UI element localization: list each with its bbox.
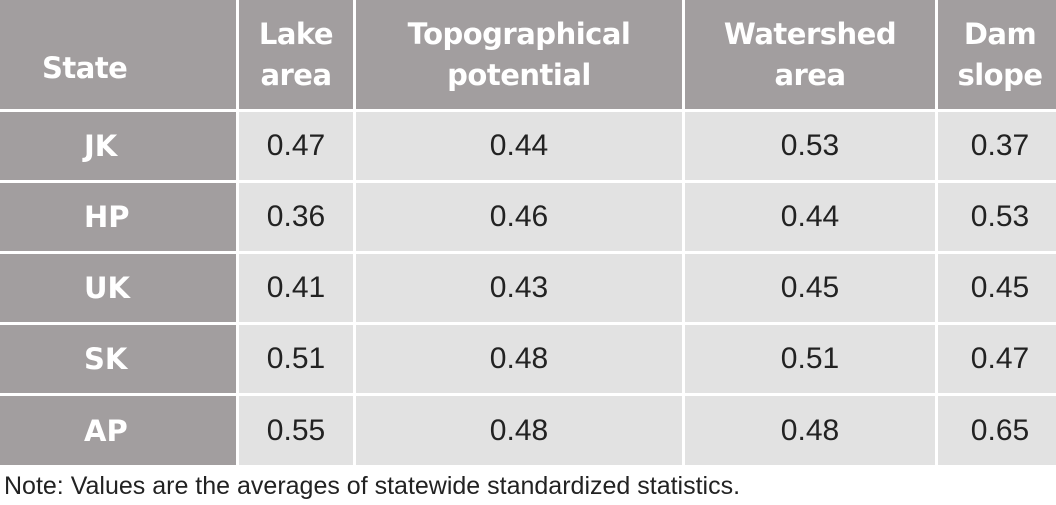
header-line: area <box>260 57 332 92</box>
table-cell: 0.46 <box>356 183 682 251</box>
table-cell: 0.47 <box>938 325 1056 393</box>
header-line: Lake <box>258 16 334 51</box>
table-cell: 0.36 <box>239 183 353 251</box>
table-cell: 0.44 <box>356 112 682 180</box>
table-cell: 0.45 <box>685 254 935 322</box>
table-cell: 0.51 <box>685 325 935 393</box>
header-line: Topographical <box>407 16 631 51</box>
header-line: slope <box>957 57 1043 92</box>
table-cell: 0.48 <box>356 325 682 393</box>
header-lake-area: Lake area <box>239 0 353 109</box>
table-cell: 0.65 <box>938 396 1056 465</box>
table-cell: 0.53 <box>938 183 1056 251</box>
row-header-jk: JK <box>0 112 236 180</box>
table-cell: 0.47 <box>239 112 353 180</box>
table-cell: 0.51 <box>239 325 353 393</box>
table-note: Note: Values are the averages of statewi… <box>4 472 741 500</box>
row-header-ap: AP <box>0 396 236 465</box>
table-cell: 0.45 <box>938 254 1056 322</box>
row-header-sk: SK <box>0 325 236 393</box>
header-line: Dam <box>963 16 1037 51</box>
table-cell: 0.48 <box>356 396 682 465</box>
table-cell: 0.48 <box>685 396 935 465</box>
table-cell: 0.37 <box>938 112 1056 180</box>
header-dam-slope: Dam slope <box>938 0 1056 109</box>
header-line: Watershed <box>723 16 897 51</box>
header-watershed-area: Watershed area <box>685 0 935 109</box>
table-cell: 0.44 <box>685 183 935 251</box>
table-cell: 0.55 <box>239 396 353 465</box>
header-line: State <box>42 51 128 85</box>
table-cell: 0.53 <box>685 112 935 180</box>
table-cell: 0.41 <box>239 254 353 322</box>
data-table: State Lake area Topographical potential Water… <box>0 0 1056 465</box>
row-header-hp: HP <box>0 183 236 251</box>
header-state: State <box>0 0 236 109</box>
table-cell: 0.43 <box>356 254 682 322</box>
header-line: potential <box>447 57 591 92</box>
header-line: area <box>774 57 846 92</box>
row-header-uk: UK <box>0 254 236 322</box>
header-topographical-potential: Topographical potential <box>356 0 682 109</box>
